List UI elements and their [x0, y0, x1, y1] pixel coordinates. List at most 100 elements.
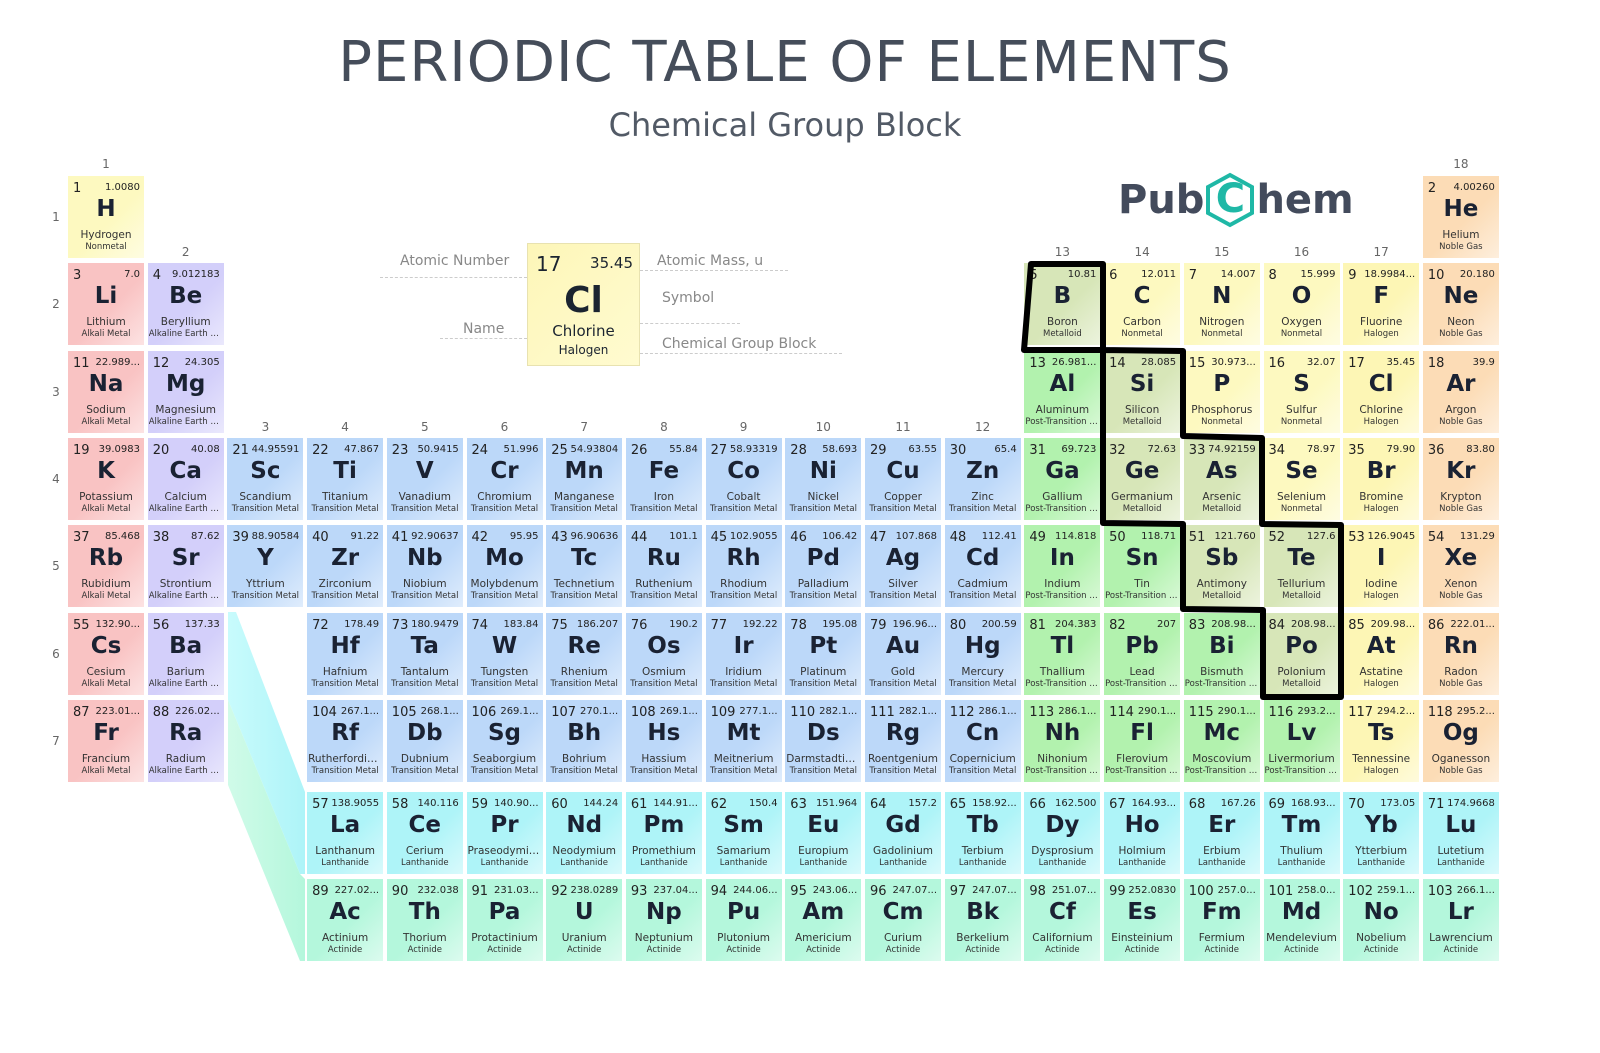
element-cell-i[interactable]: 53 126.9045 I Iodine Halogen	[1343, 525, 1420, 608]
element-cell-mo[interactable]: 42 95.95 Mo Molybdenum Transition Metal	[466, 525, 543, 608]
element-cell-fr[interactable]: 87 223.01... Fr Francium Alkali Metal	[68, 699, 144, 782]
element-cell-fe[interactable]: 26 55.84 Fe Iron Transition Metal	[625, 437, 702, 520]
element-cell-er[interactable]: 68 167.26 Er Erbium Lanthanide	[1183, 792, 1260, 874]
element-cell-cd[interactable]: 48 112.41 Cd Cadmium Transition Metal	[944, 525, 1021, 608]
element-cell-sb[interactable]: 51 121.760 Sb Antimony Metalloid	[1183, 525, 1260, 608]
element-cell-ds[interactable]: 110 282.1... Ds Darmstadtium Transition Meta…	[785, 699, 862, 782]
element-cell-si[interactable]: 14 28.085 Si Silicon Metalloid	[1104, 350, 1181, 433]
element-cell-pd[interactable]: 46 106.42 Pd Palladium Transition Metal	[785, 525, 862, 608]
element-cell-np[interactable]: 93 237.04... Np Neptunium Actinide	[625, 879, 702, 961]
element-cell-gd[interactable]: 64 157.2 Gd Gadolinium Lanthanide	[865, 792, 941, 874]
element-cell-ta[interactable]: 73 180.9479 Ta Tantalum Transition Metal	[386, 612, 463, 695]
element-cell-y[interactable]: 39 88.90584 Y Yttrium Transition Metal	[227, 525, 304, 608]
element-cell-kr[interactable]: 36 83.80 Kr Krypton Noble Gas	[1422, 437, 1499, 520]
element-cell-sm[interactable]: 62 150.4 Sm Samarium Lanthanide	[705, 792, 782, 874]
element-cell-ru[interactable]: 44 101.1 Ru Ruthenium Transition Metal	[625, 525, 702, 608]
element-cell-nb[interactable]: 41 92.90637 Nb Niobium Transition Metal	[386, 525, 463, 608]
element-cell-sc[interactable]: 21 44.95591 Sc Scandium Transition Metal	[227, 437, 304, 520]
element-cell-yb[interactable]: 70 173.05 Yb Ytterbium Lanthanide	[1343, 792, 1420, 874]
element-cell-at[interactable]: 85 209.98... At Astatine Halogen	[1343, 612, 1420, 695]
element-cell-he[interactable]: 2 4.00260 He Helium Noble Gas	[1422, 176, 1499, 258]
element-cell-mt[interactable]: 109 277.1... Mt Meitnerium Transition Metal	[705, 699, 782, 782]
element-cell-ac[interactable]: 89 227.02... Ac Actinium Actinide	[307, 879, 384, 961]
element-cell-te[interactable]: 52 127.6 Te Tellurium Metalloid	[1263, 525, 1340, 608]
element-cell-rf[interactable]: 104 267.1... Rf Rutherfordium Transition Met…	[307, 699, 384, 782]
element-cell-k[interactable]: 19 39.0983 K Potassium Alkali Metal	[68, 437, 144, 520]
element-cell-pa[interactable]: 91 231.03... Pa Protactinium Actinide	[466, 879, 543, 961]
element-cell-pu[interactable]: 94 244.06... Pu Plutonium Actinide	[705, 879, 782, 961]
element-cell-v[interactable]: 23 50.9415 V Vanadium Transition Metal	[386, 437, 463, 520]
element-cell-ne[interactable]: 10 20.180 Ne Neon Noble Gas	[1422, 263, 1499, 346]
element-cell-og[interactable]: 118 295.2... Og Oganesson Noble Gas	[1422, 699, 1499, 782]
element-cell-br[interactable]: 35 79.90 Br Bromine Halogen	[1343, 437, 1420, 520]
element-cell-zn[interactable]: 30 65.4 Zn Zinc Transition Metal	[944, 437, 1021, 520]
element-cell-ts[interactable]: 117 294.2... Ts Tennessine Halogen	[1343, 699, 1420, 782]
element-cell-am[interactable]: 95 243.06... Am Americium Actinide	[785, 879, 862, 961]
element-cell-li[interactable]: 3 7.0 Li Lithium Alkali Metal	[68, 263, 144, 346]
element-cell-p[interactable]: 15 30.973... P Phosphorus Nonmetal	[1183, 350, 1260, 433]
element-cell-s[interactable]: 16 32.07 S Sulfur Nonmetal	[1263, 350, 1340, 433]
element-cell-hs[interactable]: 108 269.1... Hs Hassium Transition Metal	[625, 699, 702, 782]
element-cell-mn[interactable]: 25 54.93804 Mn Manganese Transition Metal	[546, 437, 623, 520]
element-cell-na[interactable]: 11 22.989... Na Sodium Alkali Metal	[68, 350, 144, 433]
element-cell-cf[interactable]: 98 251.07... Cf Californium Actinide	[1024, 879, 1101, 961]
element-cell-lv[interactable]: 116 293.2... Lv Livermorium Post-Transition …	[1263, 699, 1340, 782]
element-cell-hg[interactable]: 80 200.59 Hg Mercury Transition Metal	[944, 612, 1021, 695]
element-cell-cn[interactable]: 112 286.1... Cn Copernicium Transition Metal	[944, 699, 1021, 782]
element-cell-co[interactable]: 27 58.93319 Co Cobalt Transition Metal	[705, 437, 782, 520]
element-cell-pm[interactable]: 61 144.91... Pm Promethium Lanthanide	[625, 792, 702, 874]
element-cell-b[interactable]: 5 10.81 B Boron Metalloid	[1024, 263, 1101, 346]
element-cell-cr[interactable]: 24 51.996 Cr Chromium Transition Metal	[466, 437, 543, 520]
element-cell-fm[interactable]: 100 257.0... Fm Fermium Actinide	[1183, 879, 1260, 961]
element-cell-au[interactable]: 79 196.96... Au Gold Transition Metal	[865, 612, 941, 695]
element-cell-ar[interactable]: 18 39.9 Ar Argon Noble Gas	[1422, 350, 1499, 433]
element-cell-rn[interactable]: 86 222.01... Rn Radon Noble Gas	[1422, 612, 1499, 695]
element-cell-n[interactable]: 7 14.007 N Nitrogen Nonmetal	[1183, 263, 1260, 346]
element-cell-w[interactable]: 74 183.84 W Tungsten Transition Metal	[466, 612, 543, 695]
element-cell-c[interactable]: 6 12.011 C Carbon Nonmetal	[1104, 263, 1181, 346]
element-cell-cl[interactable]: 17 35.45 Cl Chlorine Halogen	[1343, 350, 1420, 433]
element-cell-tc[interactable]: 43 96.90636 Tc Technetium Transition Metal	[546, 525, 623, 608]
element-cell-se[interactable]: 34 78.97 Se Selenium Nonmetal	[1263, 437, 1340, 520]
element-cell-cu[interactable]: 29 63.55 Cu Copper Transition Metal	[865, 437, 941, 520]
element-cell-ti[interactable]: 22 47.867 Ti Titanium Transition Metal	[307, 437, 384, 520]
element-cell-tm[interactable]: 69 168.93... Tm Thulium Lanthanide	[1263, 792, 1340, 874]
element-cell-pt[interactable]: 78 195.08 Pt Platinum Transition Metal	[785, 612, 862, 695]
element-cell-ho[interactable]: 67 164.93... Ho Holmium Lanthanide	[1104, 792, 1181, 874]
element-cell-bh[interactable]: 107 270.1... Bh Bohrium Transition Metal	[546, 699, 623, 782]
element-cell-os[interactable]: 76 190.2 Os Osmium Transition Metal	[625, 612, 702, 695]
element-cell-sg[interactable]: 106 269.1... Sg Seaborgium Transition Metal	[466, 699, 543, 782]
element-cell-rg[interactable]: 111 282.1... Rg Roentgenium Transition Metal	[865, 699, 941, 782]
element-cell-as[interactable]: 33 74.92159 As Arsenic Metalloid	[1183, 437, 1260, 520]
element-cell-tb[interactable]: 65 158.92... Tb Terbium Lanthanide	[944, 792, 1021, 874]
element-cell-eu[interactable]: 63 151.964 Eu Europium Lanthanide	[785, 792, 862, 874]
element-cell-cm[interactable]: 96 247.07... Cm Curium Actinide	[865, 879, 941, 961]
element-cell-no[interactable]: 102 259.1... No Nobelium Actinide	[1343, 879, 1420, 961]
element-cell-dy[interactable]: 66 162.500 Dy Dysprosium Lanthanide	[1024, 792, 1101, 874]
element-cell-xe[interactable]: 54 131.29 Xe Xenon Noble Gas	[1422, 525, 1499, 608]
element-cell-ce[interactable]: 58 140.116 Ce Cerium Lanthanide	[386, 792, 463, 874]
element-cell-lr[interactable]: 103 266.1... Lr Lawrencium Actinide	[1422, 879, 1499, 961]
element-cell-rb[interactable]: 37 85.468 Rb Rubidium Alkali Metal	[68, 525, 144, 608]
element-cell-ir[interactable]: 77 192.22 Ir Iridium Transition Metal	[705, 612, 782, 695]
element-cell-la[interactable]: 57 138.9055 La Lanthanum Lanthanide	[307, 792, 384, 874]
element-cell-bk[interactable]: 97 247.07... Bk Berkelium Actinide	[944, 879, 1021, 961]
element-cell-pr[interactable]: 59 140.90... Pr Praseodymium Lanthanide	[466, 792, 543, 874]
element-cell-nd[interactable]: 60 144.24 Nd Neodymium Lanthanide	[546, 792, 623, 874]
element-cell-cs[interactable]: 55 132.90... Cs Cesium Alkali Metal	[68, 612, 144, 695]
element-cell-hf[interactable]: 72 178.49 Hf Hafnium Transition Metal	[307, 612, 384, 695]
element-cell-md[interactable]: 101 258.0... Md Mendelevium Actinide	[1263, 879, 1340, 961]
